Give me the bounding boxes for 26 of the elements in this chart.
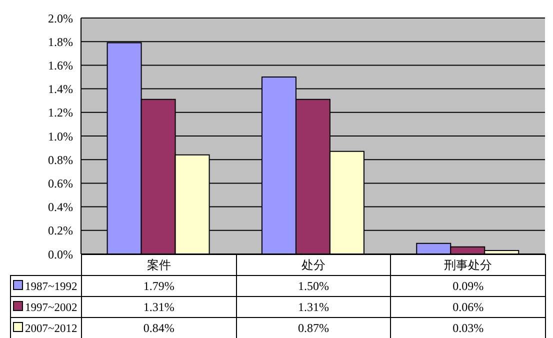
x-tick-label: 案件 (82, 254, 236, 276)
data-label: 1.50% (236, 276, 391, 296)
data-label: 1.79% (82, 276, 236, 296)
y-tick-label: 0.8% (48, 152, 73, 167)
y-tick-label: 1.4% (48, 82, 73, 96)
y-tick-label: 1.2% (48, 106, 73, 120)
y-tick-label: 0.2% (48, 224, 73, 238)
y-tick-label: 2.0% (48, 11, 73, 26)
data-label: 0.06% (390, 296, 546, 318)
x-tick-label: 刑事处分 (390, 254, 546, 276)
data-label: 0.09% (390, 276, 546, 296)
y-tick-label: 0.4% (48, 200, 73, 214)
data-label: 0.87% (236, 318, 391, 338)
legend-label: 1987~1992 (10, 276, 82, 296)
x-tick-label: 处分 (236, 254, 391, 276)
y-tick-label: 1.6% (48, 58, 73, 72)
y-tick-label: 1.8% (48, 34, 73, 49)
legend-label: 2007~2012 (10, 318, 82, 338)
data-label: 1.31% (82, 296, 236, 318)
y-tick-label: 0.0% (48, 247, 73, 262)
data-label: 1.31% (236, 296, 391, 318)
y-tick-label: 0.6% (48, 176, 73, 190)
legend-label: 1997~2002 (10, 296, 82, 318)
data-label: 0.84% (82, 318, 236, 338)
data-label: 0.03% (390, 318, 546, 338)
y-tick-label: 1.0% (48, 129, 73, 144)
